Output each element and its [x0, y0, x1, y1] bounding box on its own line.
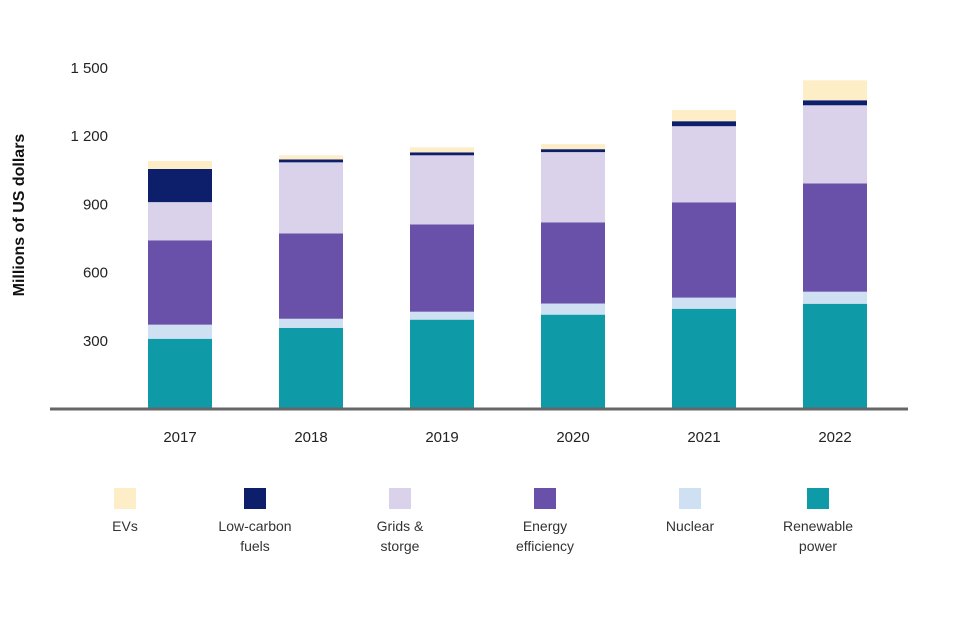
legend-item-evs: EVs	[112, 488, 138, 534]
legend-label: fuels	[240, 538, 270, 554]
bar-segment-nuclear-2021	[672, 297, 736, 309]
y-tick-label: 1 500	[70, 60, 108, 77]
legend-item-nuclear: Nuclear	[666, 488, 715, 534]
bars	[148, 80, 867, 409]
bar-segment-low-carbon-fuels-2017	[148, 168, 212, 203]
bar-segment-grids-storge-2022	[803, 105, 867, 184]
bar-segment-grids-storge-2019	[410, 155, 474, 225]
bar-segment-energy-efficiency-2017	[148, 240, 212, 325]
y-tick-label: 300	[83, 333, 108, 350]
bar-stack-2018	[279, 155, 343, 409]
y-tick-label: 600	[83, 265, 108, 282]
legend-swatch	[534, 488, 556, 509]
bar-segment-energy-efficiency-2020	[541, 222, 605, 304]
legend-swatch	[114, 488, 136, 509]
bar-segment-grids-storge-2020	[541, 152, 605, 223]
bar-segment-low-carbon-fuels-2020	[541, 149, 605, 153]
bar-segment-energy-efficiency-2018	[279, 233, 343, 319]
legend-label: Low-carbon	[218, 518, 291, 534]
legend: EVs Low-carbon fuels Grids & storge Energy eff…	[112, 488, 853, 554]
legend-item-energy-efficiency: Energy efficiency	[516, 488, 574, 554]
bar-segment-nuclear-2022	[803, 291, 867, 304]
y-axis-label: Millions of US dollars	[11, 134, 28, 297]
legend-item-renewable-power: Renewable power	[783, 488, 853, 554]
bar-segment-renewable-power-2021	[672, 308, 736, 409]
bar-segment-evs-2021	[672, 110, 736, 122]
bar-segment-grids-storge-2017	[148, 202, 212, 241]
x-tick-label: 2017	[163, 429, 196, 446]
bar-segment-renewable-power-2020	[541, 314, 605, 409]
x-tick-label: 2018	[294, 429, 327, 446]
legend-label: power	[799, 538, 837, 554]
bar-segment-nuclear-2020	[541, 303, 605, 315]
bar-stack-2017	[148, 160, 212, 409]
bar-segment-nuclear-2019	[410, 311, 474, 320]
bar-segment-renewable-power-2022	[803, 303, 867, 409]
bar-segment-evs-2018	[279, 155, 343, 160]
legend-swatch	[244, 488, 266, 509]
bar-segment-low-carbon-fuels-2018	[279, 159, 343, 163]
bar-segment-renewable-power-2019	[410, 319, 474, 409]
legend-label: Renewable	[783, 518, 853, 534]
legend-label: Energy	[523, 518, 567, 534]
bar-segment-nuclear-2018	[279, 318, 343, 328]
legend-swatch	[679, 488, 701, 509]
bar-segment-renewable-power-2017	[148, 338, 212, 409]
x-tick-label: 2021	[687, 429, 720, 446]
bar-stack-2020	[541, 144, 605, 409]
bar-segment-nuclear-2017	[148, 324, 212, 339]
legend-swatch	[807, 488, 829, 509]
legend-label: efficiency	[516, 538, 574, 554]
bar-segment-low-carbon-fuels-2022	[803, 100, 867, 106]
bar-segment-evs-2017	[148, 160, 212, 169]
bar-segment-grids-storge-2021	[672, 126, 736, 203]
bar-segment-renewable-power-2018	[279, 327, 343, 409]
legend-item-low-carbon-fuels: Low-carbon fuels	[218, 488, 292, 554]
y-tick-label: 900	[83, 196, 108, 213]
bar-segment-evs-2019	[410, 147, 474, 153]
bar-segment-grids-storge-2018	[279, 162, 343, 234]
x-tick-label: 2019	[425, 429, 458, 446]
y-axis-ticks: 300 600 900 1 200 1 500	[70, 60, 108, 350]
bar-stack-2019	[410, 147, 474, 409]
bar-segment-energy-efficiency-2021	[672, 202, 736, 298]
legend-swatch	[389, 488, 411, 509]
x-tick-label: 2020	[556, 429, 589, 446]
bar-segment-low-carbon-fuels-2021	[672, 121, 736, 127]
bar-segment-low-carbon-fuels-2019	[410, 152, 474, 156]
bar-stack-2022	[803, 80, 867, 409]
legend-item-grids-storge: Grids & storge	[377, 488, 424, 554]
bar-stack-2021	[672, 110, 736, 409]
x-tick-label: 2022	[818, 429, 851, 446]
bar-segment-evs-2020	[541, 144, 605, 150]
x-axis-ticks: 2017 2018 2019 2020 2021 2022	[163, 429, 851, 446]
y-tick-label: 1 200	[70, 128, 108, 145]
legend-label: Grids &	[377, 518, 424, 534]
bar-segment-energy-efficiency-2022	[803, 183, 867, 292]
legend-label: Nuclear	[666, 518, 715, 534]
legend-label: EVs	[112, 518, 138, 534]
bar-segment-energy-efficiency-2019	[410, 224, 474, 312]
legend-label: storge	[381, 538, 420, 554]
bar-segment-evs-2022	[803, 80, 867, 101]
